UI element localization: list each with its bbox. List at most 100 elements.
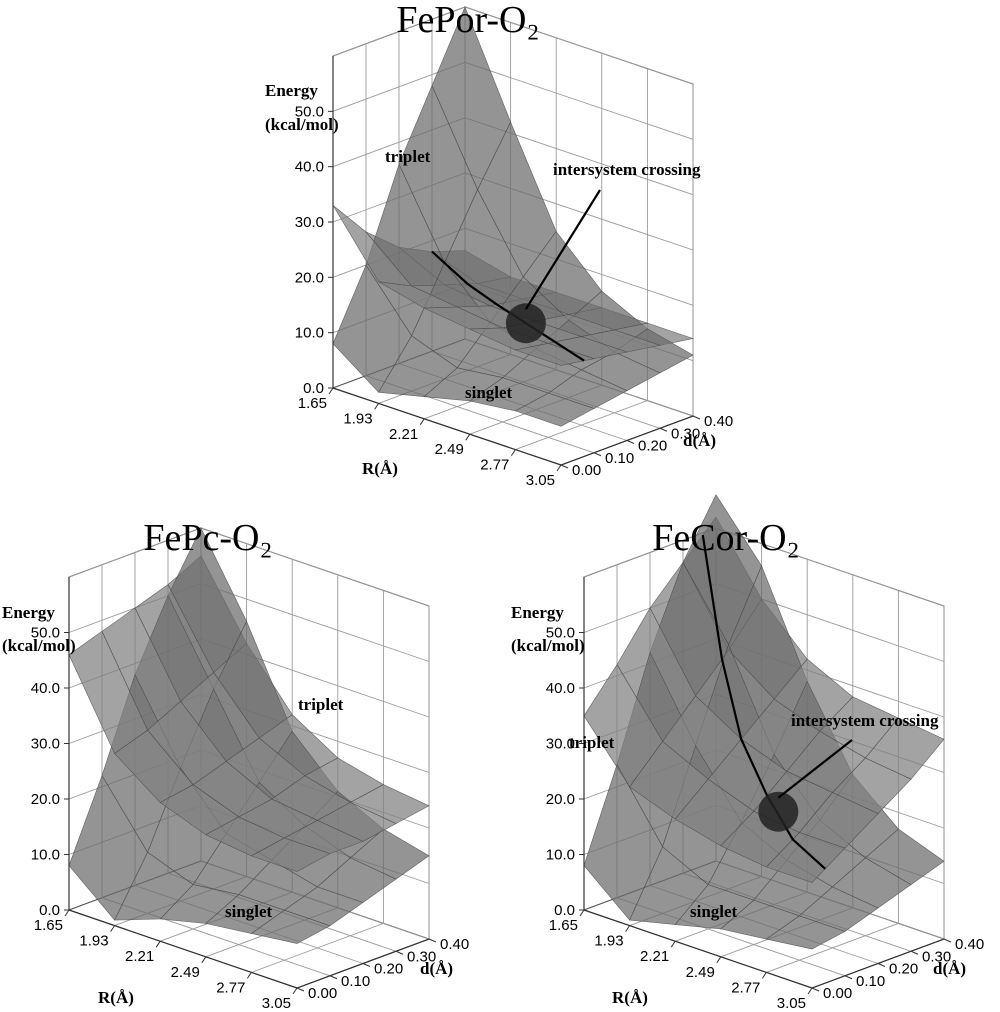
x-tick-label: 2.77 <box>216 979 245 996</box>
z-tick-label: 40.0 <box>295 159 324 176</box>
singlet-label: singlet <box>690 902 738 921</box>
y-axis-label: d(Å) <box>933 959 966 978</box>
x-axis-label: R(Å) <box>98 988 134 1007</box>
x-tick-mark <box>579 909 585 917</box>
y-tick-label: 0.20 <box>889 961 918 978</box>
z-tick-label: 50.0 <box>546 625 575 642</box>
y-tick-label: 0.10 <box>605 450 634 467</box>
intersystem-crossing-label: intersystem crossing <box>553 160 701 179</box>
y-tick-label: 0.00 <box>823 985 852 1002</box>
x-axis <box>332 387 562 466</box>
intersystem-crossing-marker <box>505 303 546 344</box>
x-tick-mark <box>292 987 298 995</box>
x-tick-mark <box>716 956 722 964</box>
y-tick-mark <box>943 938 952 943</box>
triplet-surface-patch <box>250 837 331 872</box>
y-tick-label: 0.10 <box>856 973 885 990</box>
z-axis-unit-label: (kcal/mol) <box>511 636 585 655</box>
x-axis-label: R(Å) <box>612 988 648 1007</box>
y-tick-mark <box>910 950 919 955</box>
z-axis-label: Energy <box>265 81 318 100</box>
y-tick-label: 0.00 <box>572 462 601 479</box>
x-tick-mark <box>625 925 631 932</box>
x-axis <box>583 909 813 989</box>
z-tick-label: 40.0 <box>546 680 575 697</box>
x-tick-mark <box>510 449 516 456</box>
y-tick-label: 0.30 <box>922 948 951 965</box>
x-tick-label: 2.21 <box>389 426 418 443</box>
y-tick-mark <box>811 987 820 992</box>
y-axis-label: d(Å) <box>420 959 453 978</box>
z-tick-label: 20.0 <box>295 269 324 286</box>
x-tick-label: 2.49 <box>435 441 464 458</box>
x-axis-label: R(Å) <box>362 459 398 478</box>
intersystem-crossing-label: intersystem crossing <box>791 711 939 730</box>
z-axis-unit-label: (kcal/mol) <box>265 115 339 134</box>
x-tick-mark <box>807 987 813 995</box>
z-axis-label: Energy <box>2 603 55 622</box>
z-tick-label: 0.0 <box>39 902 60 919</box>
z-tick-label: 30.0 <box>295 214 324 231</box>
z-tick-label: 0.0 <box>554 902 575 919</box>
x-tick-mark <box>110 925 116 932</box>
y-axis-label: d(Å) <box>683 431 716 450</box>
x-tick-label: 1.93 <box>343 410 372 427</box>
y-tick-label: 0.30 <box>671 425 700 442</box>
x-tick-mark <box>761 972 767 979</box>
intersystem-crossing-marker <box>758 791 799 832</box>
y-tick-mark <box>428 938 437 943</box>
z-tick-label: 30.0 <box>31 736 60 753</box>
y-tick-mark <box>296 987 305 992</box>
z-tick-label: 30.0 <box>546 736 575 753</box>
y-tick-mark <box>659 427 668 432</box>
z-tick-label: 0.0 <box>303 380 324 397</box>
singlet-label: singlet <box>465 383 513 402</box>
z-tick-label: 20.0 <box>546 791 575 808</box>
z-tick-label: 10.0 <box>295 325 324 342</box>
x-tick-mark <box>465 433 471 441</box>
x-axis <box>68 909 298 989</box>
x-tick-label: 2.21 <box>125 948 154 965</box>
y-tick-label: 0.40 <box>440 936 469 953</box>
chart-title: FeCor-O₂ <box>652 517 800 559</box>
triplet-label: triplet <box>569 733 615 752</box>
chart-panel-2: 0.0 10.0 20.0 30.0 40.0 50.0 1.65 1.93 2.21 2.49 2… <box>2 517 469 1012</box>
triplet-surface-patch <box>765 832 846 883</box>
z-tick-label: 50.0 <box>295 103 324 120</box>
chart-title: FePc-O₂ <box>143 517 272 559</box>
y-tick-mark <box>877 963 886 967</box>
singlet-label: singlet <box>225 902 273 921</box>
y-tick-label: 0.20 <box>638 438 667 455</box>
z-tick-label: 50.0 <box>31 625 60 642</box>
z-tick-label: 40.0 <box>31 680 60 697</box>
intersystem-crossing-pointer <box>524 189 601 310</box>
x-tick-mark <box>64 909 70 917</box>
y-tick-mark <box>844 975 853 980</box>
z-tick-label: 20.0 <box>31 791 60 808</box>
z-axis-unit-label: (kcal/mol) <box>2 636 76 655</box>
x-tick-label: 1.65 <box>34 917 63 934</box>
y-tick-label: 0.00 <box>308 985 337 1002</box>
x-tick-mark <box>328 387 334 395</box>
x-tick-label: 1.93 <box>594 933 623 950</box>
singlet-surface-patch <box>765 915 846 950</box>
chart-title: FePor-O₂ <box>396 0 539 41</box>
y-tick-label: 0.10 <box>341 973 370 990</box>
y-tick-mark <box>329 975 338 980</box>
chart-panel-3: 0.0 10.0 20.0 30.0 40.0 50.0 1.65 1.93 2.21 2.49 2… <box>511 494 984 1012</box>
x-tick-label: 2.49 <box>171 964 200 981</box>
x-tick-mark <box>374 403 380 410</box>
y-tick-label: 0.20 <box>374 961 403 978</box>
x-tick-label: 1.93 <box>79 933 108 950</box>
y-tick-label: 0.40 <box>955 936 984 953</box>
x-tick-mark <box>155 940 161 948</box>
x-tick-label: 2.21 <box>640 948 669 965</box>
x-tick-label: 1.65 <box>549 917 578 934</box>
z-tick-label: 10.0 <box>546 847 575 864</box>
singlet-surface-patch <box>250 909 331 944</box>
x-tick-mark <box>201 956 207 964</box>
x-tick-label: 3.05 <box>526 472 555 489</box>
x-tick-label: 1.65 <box>298 395 327 412</box>
intersystem-crossing-line <box>701 534 826 870</box>
